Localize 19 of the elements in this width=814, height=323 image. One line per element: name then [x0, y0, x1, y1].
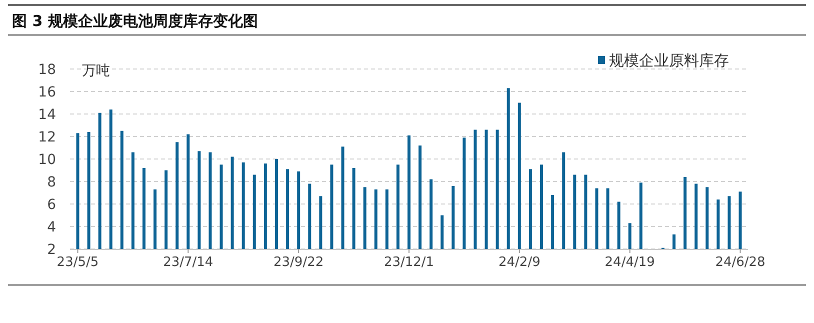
x-tick-label: 23/12/1 [384, 255, 434, 270]
x-tick-label: 24/6/28 [715, 255, 766, 270]
y-tick-label: 10 [38, 152, 56, 168]
x-tick-label: 23/9/22 [274, 255, 324, 270]
y-tick-label: 6 [47, 196, 56, 213]
chart-title: 图 3 规模企业废电池周度库存变化图 [12, 12, 258, 30]
x-tick-label: 24/4/19 [604, 255, 655, 270]
x-tick-label: 23/5/5 [56, 255, 99, 270]
y-tick-label: 4 [47, 219, 56, 236]
x-tick-label: 23/7/14 [163, 255, 214, 270]
y-tick-label: 2 [47, 242, 56, 258]
y-tick-label: 18 [38, 62, 56, 78]
y-axis-title: 万吨 [82, 62, 110, 79]
y-tick-label: 12 [38, 129, 56, 146]
legend-label: 规模企业原料库存 [609, 51, 729, 70]
y-tick-label: 8 [47, 174, 56, 190]
y-tick-label: 16 [38, 84, 56, 100]
y-tick-label: 14 [38, 106, 56, 123]
x-tick-label: 24/2/9 [498, 255, 540, 270]
